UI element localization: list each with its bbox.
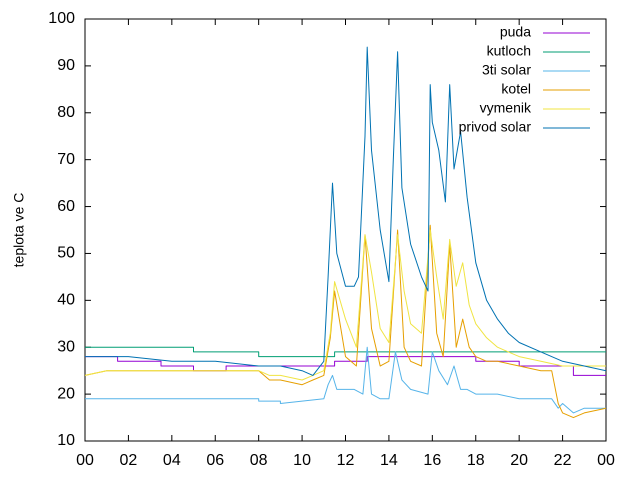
x-tick-label: 02 <box>120 452 138 469</box>
y-tick-label: 70 <box>57 151 75 168</box>
x-tick-label: 10 <box>293 452 311 469</box>
y-tick-label: 10 <box>57 432 75 449</box>
series-line-kutloch <box>85 346 606 358</box>
series-line-3ti-solar <box>85 346 606 414</box>
legend-label: vymenik <box>480 100 532 116</box>
legend-label: privod solar <box>459 119 532 135</box>
y-tick-label: 20 <box>57 385 75 402</box>
x-tick-label: 16 <box>423 452 441 469</box>
x-tick-label: 20 <box>510 452 528 469</box>
y-tick-label: 60 <box>57 198 75 215</box>
x-tick-label: 14 <box>380 452 398 469</box>
series-lines <box>84 46 607 419</box>
x-tick-label: 06 <box>206 452 224 469</box>
series-line-privod-solar <box>85 46 607 376</box>
y-tick-label: 30 <box>57 338 75 355</box>
y-tick-label: 80 <box>57 104 75 121</box>
y-axis-ticks: 10 20 30 40 50 60 70 80 90 100 <box>48 10 606 449</box>
y-tick-label: 40 <box>57 292 75 309</box>
y-tick-label: 100 <box>48 10 75 27</box>
series-line-puda <box>85 356 606 376</box>
x-axis-ticks: 00 02 04 06 08 10 12 14 16 18 20 22 00 <box>76 19 615 469</box>
series-line-kotel <box>84 224 607 419</box>
legend-label: kutloch <box>487 43 531 59</box>
legend-label: 3ti solar <box>482 62 531 78</box>
legend-label: kotel <box>501 81 531 97</box>
y-tick-label: 50 <box>57 245 75 262</box>
legend-label: puda <box>500 24 531 40</box>
x-tick-label: 00 <box>76 452 94 469</box>
x-tick-label: 22 <box>554 452 572 469</box>
y-axis-label: teplota ve C <box>11 193 27 268</box>
series-line-vymenik <box>84 229 606 381</box>
x-tick-label: 00 <box>597 452 615 469</box>
x-tick-label: 08 <box>250 452 268 469</box>
y-tick-label: 90 <box>57 57 75 74</box>
legend: puda kutloch 3ti solar kotel vymenik privod s… <box>459 24 590 135</box>
x-tick-label: 12 <box>337 452 355 469</box>
x-tick-label: 04 <box>163 452 181 469</box>
x-tick-label: 18 <box>467 452 485 469</box>
